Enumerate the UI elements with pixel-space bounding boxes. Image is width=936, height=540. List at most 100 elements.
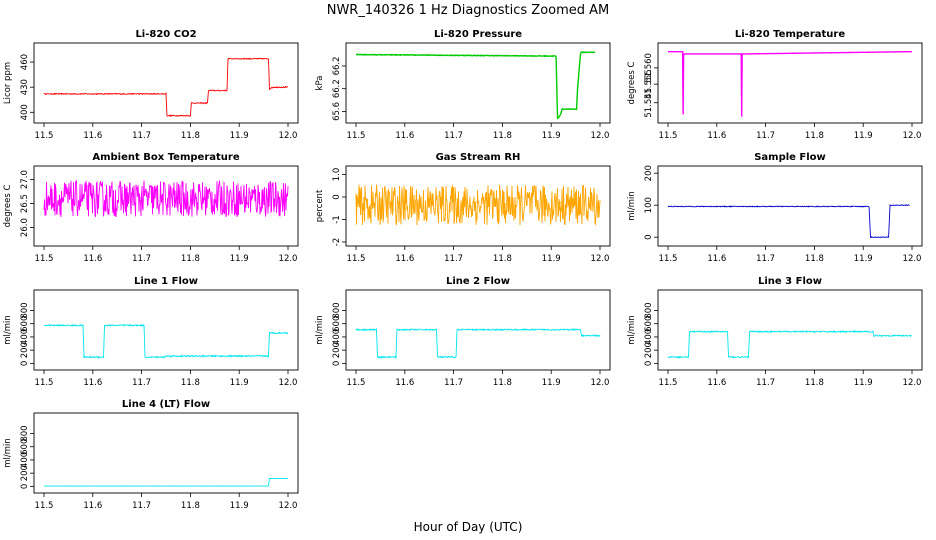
x-tick-label: 11.9 <box>542 254 561 264</box>
panel-li-820-pressure: Li-820 Pressure 11.5 11.6 11.7 11.8 11.9 12.0 6… <box>315 29 611 141</box>
panel-title: Sample Flow <box>754 152 826 163</box>
panel-grid: Li-820 CO2 11.5 11.6 11.7 11.8 11.9 12.0 400 430… <box>3 29 923 511</box>
panel-title: Line 2 Flow <box>446 276 510 287</box>
x-tick-label: 11.8 <box>181 131 200 141</box>
panel-title: Gas Stream RH <box>436 152 521 163</box>
x-tick-label: 11.6 <box>83 378 102 388</box>
x-tick-label: 11.8 <box>805 131 824 141</box>
x-tick-label: 11.9 <box>542 378 561 388</box>
x-tick-label: 11.7 <box>132 131 151 141</box>
series-line <box>43 323 289 359</box>
x-tick-label: 11.8 <box>181 501 200 511</box>
y-tick-label: 400 <box>644 329 654 345</box>
y-tick-label: 200 <box>644 165 654 181</box>
x-tick-label: 11.7 <box>756 131 775 141</box>
panel-line-3-flow: Line 3 Flow 11.5 11.6 11.7 11.8 11.9 12.0 0 2004… <box>627 276 923 388</box>
panel-title: Line 1 Flow <box>134 276 198 287</box>
x-tick-label: 12.0 <box>903 378 922 388</box>
series-line <box>667 204 910 239</box>
x-tick-label: 11.6 <box>707 131 726 141</box>
plot-frame <box>657 165 923 247</box>
x-tick-label: 12.0 <box>279 378 298 388</box>
x-tick-label: 11.5 <box>347 254 366 264</box>
x-tick-label: 11.6 <box>395 131 414 141</box>
y-tick-label: 800 <box>332 302 342 318</box>
y-tick-label: 800 <box>20 302 30 318</box>
panel-line-2-flow: Line 2 Flow 11.5 11.6 11.7 11.8 11.9 12.0 0 2004… <box>315 276 611 388</box>
x-tick-label: 11.9 <box>542 131 561 141</box>
y-tick-label: -1 <box>332 215 342 223</box>
x-tick-label: 11.6 <box>83 131 102 141</box>
x-tick-label: 12.0 <box>279 254 298 264</box>
x-tick-label: 11.9 <box>230 378 249 388</box>
y-tick-label: 0 <box>20 361 30 366</box>
x-tick-label: 11.5 <box>659 254 678 264</box>
series-line <box>43 180 289 218</box>
x-tick-label: 11.5 <box>35 254 54 264</box>
y-tick-label: 66.2 <box>332 56 342 75</box>
x-tick-label: 12.0 <box>903 131 922 141</box>
series-line <box>355 50 596 120</box>
panel-sample-flow: Sample Flow 11.5 11.6 11.7 11.8 11.9 12.0 0 100 2… <box>627 152 923 264</box>
plot-frame <box>345 289 611 371</box>
y-tick-label: 200 <box>20 465 30 481</box>
x-axis-label: Hour of Day (UTC) <box>414 520 523 534</box>
x-tick-label: 11.7 <box>756 254 775 264</box>
x-tick-label: 11.8 <box>493 378 512 388</box>
x-tick-label: 12.0 <box>591 378 610 388</box>
x-tick-label: 11.7 <box>132 378 151 388</box>
y-axis-label: percent <box>315 189 325 222</box>
y-tick-label: 600 <box>20 316 30 332</box>
panel-gas-stream-rh: Gas Stream RH 11.5 11.6 11.7 11.8 11.9 12.0 -2 -… <box>315 152 611 264</box>
x-tick-label: 11.8 <box>493 254 512 264</box>
x-tick-label: 11.9 <box>854 131 873 141</box>
x-tick-label: 11.6 <box>395 378 414 388</box>
panel-title: Line 3 Flow <box>758 276 822 287</box>
x-tick-label: 12.0 <box>279 501 298 511</box>
y-axis-label: kPa <box>315 76 325 91</box>
x-tick-label: 11.8 <box>805 254 824 264</box>
series-line <box>667 329 913 359</box>
x-tick-label: 11.5 <box>347 378 366 388</box>
y-axis-label: degrees C <box>627 62 637 105</box>
y-tick-label: 800 <box>644 302 654 318</box>
x-tick-label: 11.7 <box>132 254 151 264</box>
x-tick-label: 11.9 <box>854 254 873 264</box>
x-tick-label: 11.9 <box>230 254 249 264</box>
series-line <box>44 477 289 487</box>
y-axis-label: ml/min <box>627 315 637 345</box>
series-line <box>355 184 601 226</box>
plot-frame <box>657 289 923 371</box>
y-axis-label: ml/min <box>3 315 13 345</box>
x-tick-label: 12.0 <box>903 254 922 264</box>
x-tick-label: 12.0 <box>591 254 610 264</box>
x-tick-label: 11.5 <box>659 378 678 388</box>
y-axis-label: degrees C <box>3 185 13 228</box>
y-tick-label: 400 <box>20 329 30 345</box>
y-tick-label: 200 <box>644 342 654 358</box>
x-tick-label: 12.0 <box>279 131 298 141</box>
panel-line-1-flow: Line 1 Flow 11.5 11.6 11.7 11.8 11.9 12.0 0 2004… <box>3 276 299 388</box>
y-tick-label: 26.5 <box>20 194 30 213</box>
series-line <box>668 50 912 117</box>
panel-title: Li-820 Pressure <box>434 29 522 40</box>
y-tick-label: 0 <box>332 194 342 199</box>
y-tick-label: 65.6 <box>332 102 342 121</box>
y-tick-label: -2 <box>332 238 342 246</box>
x-tick-label: 11.7 <box>444 378 463 388</box>
x-tick-label: 11.6 <box>707 378 726 388</box>
x-tick-label: 11.8 <box>805 378 824 388</box>
y-tick-label: 200 <box>20 342 30 358</box>
x-tick-label: 11.5 <box>35 131 54 141</box>
y-tick-label: 100 <box>644 197 654 213</box>
y-tick-label: 27.0 <box>20 170 30 189</box>
y-tick-label: 600 <box>20 439 30 455</box>
panel-title: Li-820 Temperature <box>735 29 845 40</box>
y-tick-label: 0 <box>644 234 654 239</box>
y-tick-label: 1.0 <box>332 168 342 182</box>
x-tick-label: 11.9 <box>854 378 873 388</box>
y-tick-label: 51.560 <box>644 53 654 83</box>
panel-ambient-box-temperature: Ambient Box Temperature 11.5 11.6 11.7 11.8 1… <box>3 152 299 264</box>
